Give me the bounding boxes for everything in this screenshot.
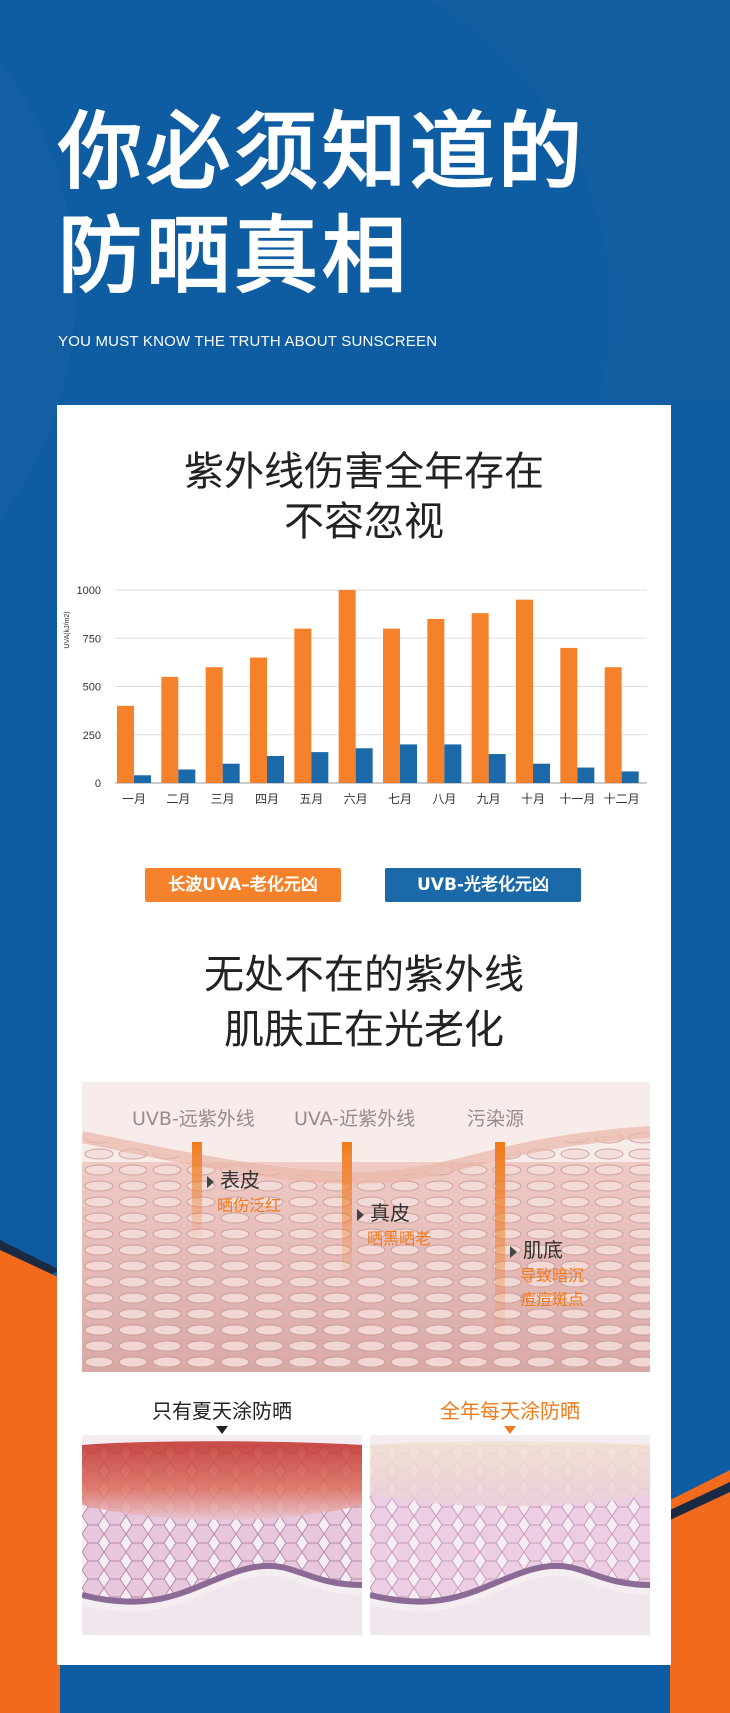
bar-uva	[516, 599, 533, 783]
bar-uvb	[222, 763, 240, 783]
x-tick-label: 十月	[521, 792, 545, 806]
bar-uva	[471, 613, 489, 783]
layer-name-dermis: 真皮	[357, 1197, 410, 1226]
bar-uva	[427, 618, 445, 783]
x-tick-label: 九月	[477, 792, 501, 806]
bar-uvb	[134, 775, 151, 783]
layer-desc-dermis: 晒黑晒老	[367, 1229, 432, 1248]
y-tick-label: 1000	[77, 585, 101, 597]
skin-texture	[82, 1082, 650, 1372]
x-tick-label: 五月	[299, 792, 323, 806]
pollution-ray-arrow	[495, 1142, 505, 1342]
legend-uva: 长波UVA–老化元凶	[145, 868, 341, 902]
bar-uvb	[355, 748, 373, 783]
layer-desc-epidermis: 晒伤泛红	[217, 1196, 282, 1215]
bar-uva	[560, 647, 578, 783]
content-card: 紫外线伤害全年存在 不容忽视 1000 750 500 250 0 UVA(kJ/m2) 一…	[57, 405, 671, 1665]
main-title-line2: 防晒真相	[58, 207, 411, 305]
section2-title-line2: 肌肤正在光老化	[224, 1007, 504, 1053]
bar-uvb	[577, 767, 595, 783]
ray-label-uvb: UVB-远紫外线	[132, 1108, 255, 1130]
x-tick-label: 三月	[211, 792, 235, 806]
uv-bar-chart: 1000 750 500 250 0 UVA(kJ/m2) 一月 二月 三月 四月 五月 六月 七月 八月…	[64, 585, 647, 806]
bar-uvb	[533, 763, 550, 783]
bar-uva	[294, 628, 312, 783]
x-tick-label: 一月	[122, 792, 146, 806]
bar-uvb	[621, 771, 639, 783]
layer-desc-base-1: 导致暗沉	[520, 1266, 585, 1285]
ray-label-pollution: 污染源	[467, 1108, 525, 1130]
bar-uva	[117, 705, 134, 783]
bar-uva	[383, 628, 400, 783]
bar-uva	[205, 667, 223, 783]
y-tick-label: 750	[83, 633, 101, 645]
bar-uva	[250, 657, 267, 783]
main-title-line1: 你必须知道的	[58, 103, 587, 201]
header: 你必须知道的 防晒真相	[58, 100, 586, 308]
bar-uvb	[311, 752, 329, 783]
main-subtitle: YOU MUST KNOW THE TRUTH ABOUT SUNSCREEN	[58, 333, 438, 350]
y-tick-label: 0	[95, 778, 101, 790]
x-tick-label: 十二月	[604, 792, 640, 806]
section1-title-line1: 紫外线伤害全年存在	[184, 449, 544, 495]
damaged-skin-image	[82, 1435, 362, 1635]
bar-uvb	[400, 744, 417, 783]
compare-label-all-year: 全年每天涂防晒	[440, 1399, 580, 1423]
bar-uvb	[267, 755, 284, 783]
uva-ray-arrow	[342, 1142, 352, 1282]
x-tick-label: 十一月	[559, 792, 595, 806]
x-tick-label: 六月	[344, 792, 368, 806]
bar-uvb	[178, 769, 196, 783]
bar-uvb	[444, 744, 462, 783]
y-tick-label: 500	[83, 682, 101, 694]
compare-pointer-left	[216, 1426, 228, 1434]
x-tick-label: 四月	[255, 792, 279, 806]
healthy-skin-image	[370, 1435, 650, 1635]
bar-uva	[604, 667, 622, 783]
layer-name-epidermis: 表皮	[207, 1164, 260, 1193]
y-tick-label: 250	[83, 730, 101, 742]
skin-layers-illustration: UVB-远紫外线 UVA-近紫外线 污染源 表皮 晒伤泛红 真皮 晒黑晒老 肌底…	[82, 1082, 650, 1372]
uvb-ray-arrow	[192, 1142, 202, 1242]
layer-name-base: 肌底	[510, 1234, 563, 1263]
section1-title-line2: 不容忽视	[284, 499, 444, 545]
y-axis-label: UVA(kJ/m2)	[64, 611, 71, 648]
layer-desc-base-2: 痘痘斑点	[520, 1290, 585, 1309]
section2-title-line1: 无处不在的紫外线	[204, 952, 524, 998]
x-tick-label: 八月	[432, 792, 456, 806]
x-tick-label: 二月	[166, 792, 190, 806]
bar-uvb	[488, 754, 506, 783]
compare-pointer-right	[504, 1426, 516, 1434]
legend-uvb: UVB-光老化元凶	[385, 868, 581, 902]
x-tick-label: 七月	[388, 792, 412, 806]
bar-uva	[338, 590, 356, 783]
ray-label-uva: UVA-近紫外线	[294, 1108, 416, 1130]
compare-label-summer-only: 只有夏天涂防晒	[152, 1399, 292, 1423]
bar-uva	[161, 676, 179, 783]
